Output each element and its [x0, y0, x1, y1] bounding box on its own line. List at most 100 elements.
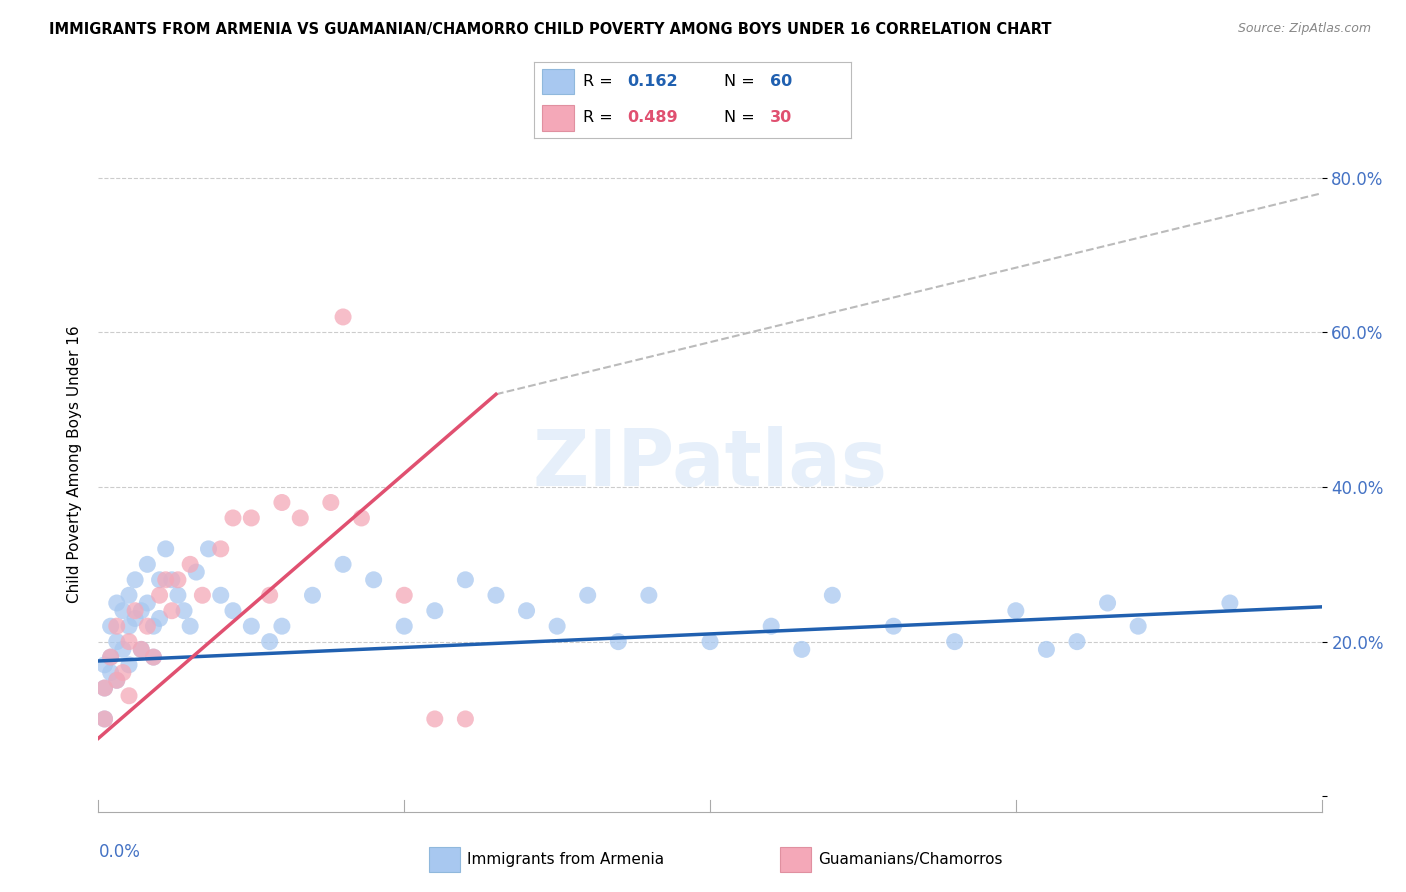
Point [124, 604, 146, 618]
Point [179, 558, 201, 572]
Text: 60: 60 [770, 74, 792, 89]
Point [1035, 642, 1057, 657]
Text: R =: R = [583, 111, 613, 125]
Point [160, 604, 183, 618]
Text: 0.0%: 0.0% [98, 843, 141, 861]
Point [637, 588, 661, 602]
Point [222, 511, 245, 525]
Point [93, 681, 115, 695]
Point [118, 588, 141, 602]
Point [173, 604, 195, 618]
Point [821, 588, 844, 602]
Point [759, 619, 782, 633]
Point [149, 573, 172, 587]
Point [129, 604, 152, 618]
Bar [543, 105, 574, 130]
Point [105, 596, 128, 610]
Point [259, 588, 281, 602]
Point [209, 541, 232, 556]
Bar [543, 69, 574, 95]
Point [142, 650, 165, 665]
Point [136, 596, 159, 610]
Point [136, 558, 159, 572]
Text: IMMIGRANTS FROM ARMENIA VS GUAMANIAN/CHAMORRO CHILD POVERTY AMONG BOYS UNDER 16 : IMMIGRANTS FROM ARMENIA VS GUAMANIAN/CHA… [49, 22, 1052, 37]
Point [240, 511, 263, 525]
Point [118, 689, 141, 703]
Point [209, 588, 232, 602]
Point [136, 619, 159, 633]
Point [546, 619, 568, 633]
Point [105, 634, 128, 648]
Point [1066, 634, 1088, 648]
Point [105, 673, 128, 688]
Point [191, 588, 214, 602]
Point [1004, 604, 1026, 618]
Text: Guamanians/Chamorros: Guamanians/Chamorros [818, 853, 1002, 867]
Point [186, 565, 208, 579]
Point [392, 619, 416, 633]
Point [93, 657, 115, 672]
Point [124, 611, 146, 625]
Point [118, 619, 141, 633]
Point [332, 558, 354, 572]
Text: Source: ZipAtlas.com: Source: ZipAtlas.com [1237, 22, 1371, 36]
Point [699, 634, 721, 648]
Text: N =: N = [724, 74, 755, 89]
Point [149, 588, 172, 602]
Point [259, 634, 281, 648]
Point [485, 588, 508, 602]
Y-axis label: Child Poverty Among Boys Under 16: Child Poverty Among Boys Under 16 [66, 325, 82, 603]
Point [167, 573, 190, 587]
Point [350, 511, 373, 525]
Point [93, 712, 115, 726]
Point [100, 665, 122, 680]
Point [423, 604, 446, 618]
Point [332, 310, 354, 324]
Point [111, 665, 134, 680]
Point [179, 619, 201, 633]
Point [105, 619, 128, 633]
Point [105, 673, 128, 688]
Point [301, 588, 323, 602]
Point [270, 495, 292, 509]
Point [423, 712, 446, 726]
Point [197, 541, 219, 556]
Point [142, 650, 165, 665]
Point [883, 619, 905, 633]
Point [129, 642, 152, 657]
Point [160, 573, 183, 587]
Point [118, 657, 141, 672]
Point [167, 588, 190, 602]
Point [111, 642, 134, 657]
Point [100, 650, 122, 665]
Point [124, 573, 146, 587]
Point [454, 712, 477, 726]
Point [1097, 596, 1119, 610]
Point [454, 573, 477, 587]
Point [149, 611, 172, 625]
Point [93, 681, 115, 695]
Point [155, 573, 177, 587]
Text: ZIPatlas: ZIPatlas [533, 425, 887, 502]
Point [363, 573, 385, 587]
Text: R =: R = [583, 74, 613, 89]
Point [100, 650, 122, 665]
Point [93, 712, 115, 726]
Point [1219, 596, 1241, 610]
Text: 0.489: 0.489 [627, 111, 678, 125]
Point [607, 634, 630, 648]
Point [790, 642, 813, 657]
Point [142, 619, 165, 633]
Text: N =: N = [724, 111, 755, 125]
Point [270, 619, 292, 633]
Point [222, 604, 245, 618]
Point [1128, 619, 1150, 633]
Point [111, 604, 134, 618]
Point [576, 588, 599, 602]
Text: Immigrants from Armenia: Immigrants from Armenia [467, 853, 664, 867]
Point [943, 634, 966, 648]
Point [290, 511, 312, 525]
Point [392, 588, 416, 602]
Point [155, 541, 177, 556]
Point [118, 634, 141, 648]
